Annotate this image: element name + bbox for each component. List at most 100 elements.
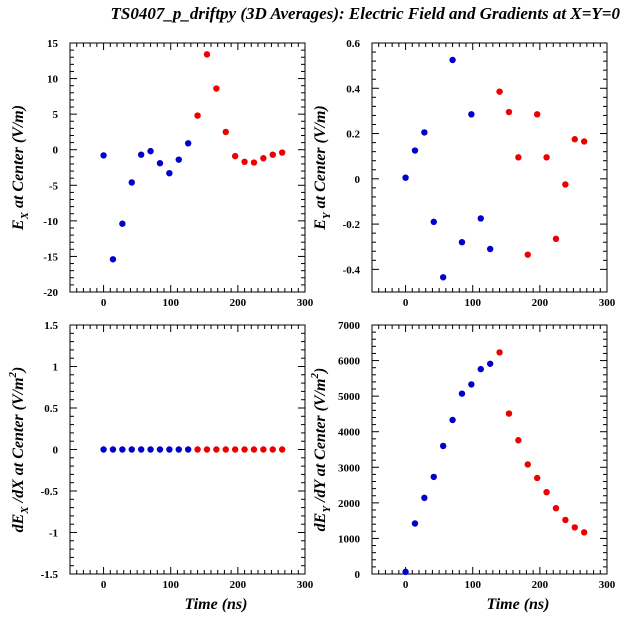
panel-1-frame	[69, 42, 306, 293]
panel-3-data-point	[260, 446, 267, 453]
panel-3-data-point	[269, 446, 276, 453]
panel-4-data-point	[477, 365, 484, 373]
panel-1-data-point	[231, 152, 239, 160]
panel-2-y-tick-label: 0.6	[346, 38, 360, 50]
panel-1-data-point	[109, 256, 117, 263]
panel-3-x-tick-label: 0	[101, 579, 107, 591]
panel-4-x-tick-label: 100	[464, 579, 481, 591]
panel-4-frame	[371, 324, 608, 575]
panel-1-y-tick-label: 10	[47, 74, 59, 86]
panel-2-y-tick-label: 0.4	[346, 83, 360, 95]
panel-2-data-point	[543, 154, 550, 161]
panel-4-y-tick-label: 2000	[338, 498, 361, 510]
panel-1-y-axis-label: EX at Center (V/m)	[10, 105, 31, 231]
panel-4-data-point	[562, 516, 569, 524]
panel-2-data-point	[562, 181, 569, 188]
panel-2-x-tick-label: 0	[403, 297, 409, 309]
panel-4-data-point	[402, 568, 409, 576]
panel-3-data-point	[166, 446, 173, 453]
panel-3-data-point	[213, 446, 220, 453]
panel-2-data-point	[449, 56, 456, 64]
panel-1-data-point	[203, 51, 211, 58]
panel-4-data-point	[505, 410, 513, 417]
panel-4-data-point	[468, 381, 475, 388]
panel-4-data-point	[449, 416, 456, 424]
panel-4-y-tick-label: 1000	[338, 533, 361, 545]
panel-2-data-point	[486, 245, 494, 253]
panel-4-data-point	[486, 360, 494, 367]
panel-4-y-tick-label: 0	[355, 569, 361, 581]
panel-3-data-point	[241, 446, 248, 453]
panel-2-data-point	[515, 154, 522, 161]
panel-3-x-tick-label: 300	[297, 579, 314, 591]
panel-2-y-tick-label: -0.2	[343, 219, 361, 231]
panel-1-data-point	[137, 151, 145, 158]
panel-3-data-point	[156, 446, 164, 453]
panel-3-data-point	[194, 446, 201, 453]
panel-2-data-point	[496, 88, 503, 95]
panel-3-data-point	[184, 446, 192, 453]
panel-2-y-tick-label: 0.2	[346, 129, 360, 141]
panel-4-data-point	[411, 520, 419, 527]
panel-3-data-point	[109, 446, 117, 453]
panel-2-data-point	[458, 239, 466, 246]
panel-3-data-point	[137, 446, 145, 453]
panel-3-x-tick-label: 100	[162, 579, 179, 591]
panel-4-y-axis-label: dEY /dY at Center (V/m2)	[309, 368, 333, 532]
panel-2-x-tick-label: 200	[532, 297, 549, 309]
panel-3-y-tick-label: -1	[49, 528, 58, 540]
panel-1-x-tick-label: 200	[230, 297, 247, 309]
panel-1-data-point	[156, 160, 164, 167]
panel-4-y-tick-label: 3000	[338, 462, 361, 474]
panel-4-x-tick-label: 200	[532, 579, 549, 591]
panel-4-data-point	[515, 437, 522, 444]
panel-1-data-point	[166, 169, 173, 177]
panel-3-data-point	[175, 446, 182, 453]
panel-3-y-tick-label: 0.5	[44, 403, 58, 415]
panel-3-y-axis-label: dEX /dX at Center (V/m2)	[7, 367, 31, 533]
panel-2-data-point	[477, 215, 484, 222]
panel-2-data-point	[439, 274, 447, 281]
panel-3-y-tick-label: 0	[53, 445, 59, 457]
panel-2-data-point	[402, 174, 409, 181]
panel-2-data-point	[552, 235, 560, 243]
panel-1-data-point	[213, 85, 220, 92]
panel-4-data-point	[543, 488, 550, 496]
panel-3-data-point	[203, 446, 211, 453]
panel-1-y-tick-label: -10	[43, 216, 58, 228]
panel-1-data-point	[269, 151, 276, 158]
panel-2-data-point	[533, 111, 541, 118]
panel-3-data-point	[100, 446, 107, 453]
panel-3-data-point	[278, 446, 286, 453]
panel-2-data-point	[430, 218, 437, 226]
panel-4-x-tick-label: 0	[403, 579, 409, 591]
panel-1-x-tick-label: 100	[162, 297, 179, 309]
panel-3-x-axis-label: Time (ns)	[185, 596, 248, 613]
panel-2-y-tick-label: 0	[355, 174, 361, 186]
panel-2-data-point	[524, 251, 531, 258]
panel-4-x-axis-label: Time (ns)	[487, 596, 550, 613]
panel-1-data-point	[175, 156, 182, 163]
panel-3-y-tick-label: 1.5	[44, 320, 58, 332]
panel-1-y-tick-label: 0	[53, 145, 59, 157]
panel-2-data-point	[421, 129, 428, 136]
panel-3-data-point	[147, 446, 154, 453]
panel-3-y-tick-label: 1	[53, 362, 59, 374]
panel-1-data-point	[222, 128, 229, 136]
panel-1-data-point	[194, 112, 201, 119]
panel-3-data-point	[231, 446, 239, 453]
panel-4-data-point	[496, 349, 503, 356]
panel-1-data-point	[128, 179, 135, 186]
panel-2-data-point	[580, 138, 588, 145]
panel-3-x-tick-label: 200	[230, 579, 247, 591]
panel-1-data-point	[119, 220, 126, 227]
panel-1-data-point	[100, 152, 107, 159]
panel-1-data-point	[147, 147, 154, 155]
panel-1-data-point	[184, 140, 192, 147]
panel-4-data-point	[439, 442, 447, 450]
panel-1-y-tick-label: -5	[49, 180, 59, 192]
panel-2-x-tick-label: 100	[464, 297, 481, 309]
panel-4-data-point	[458, 390, 466, 397]
panel-2-data-point	[571, 136, 578, 143]
